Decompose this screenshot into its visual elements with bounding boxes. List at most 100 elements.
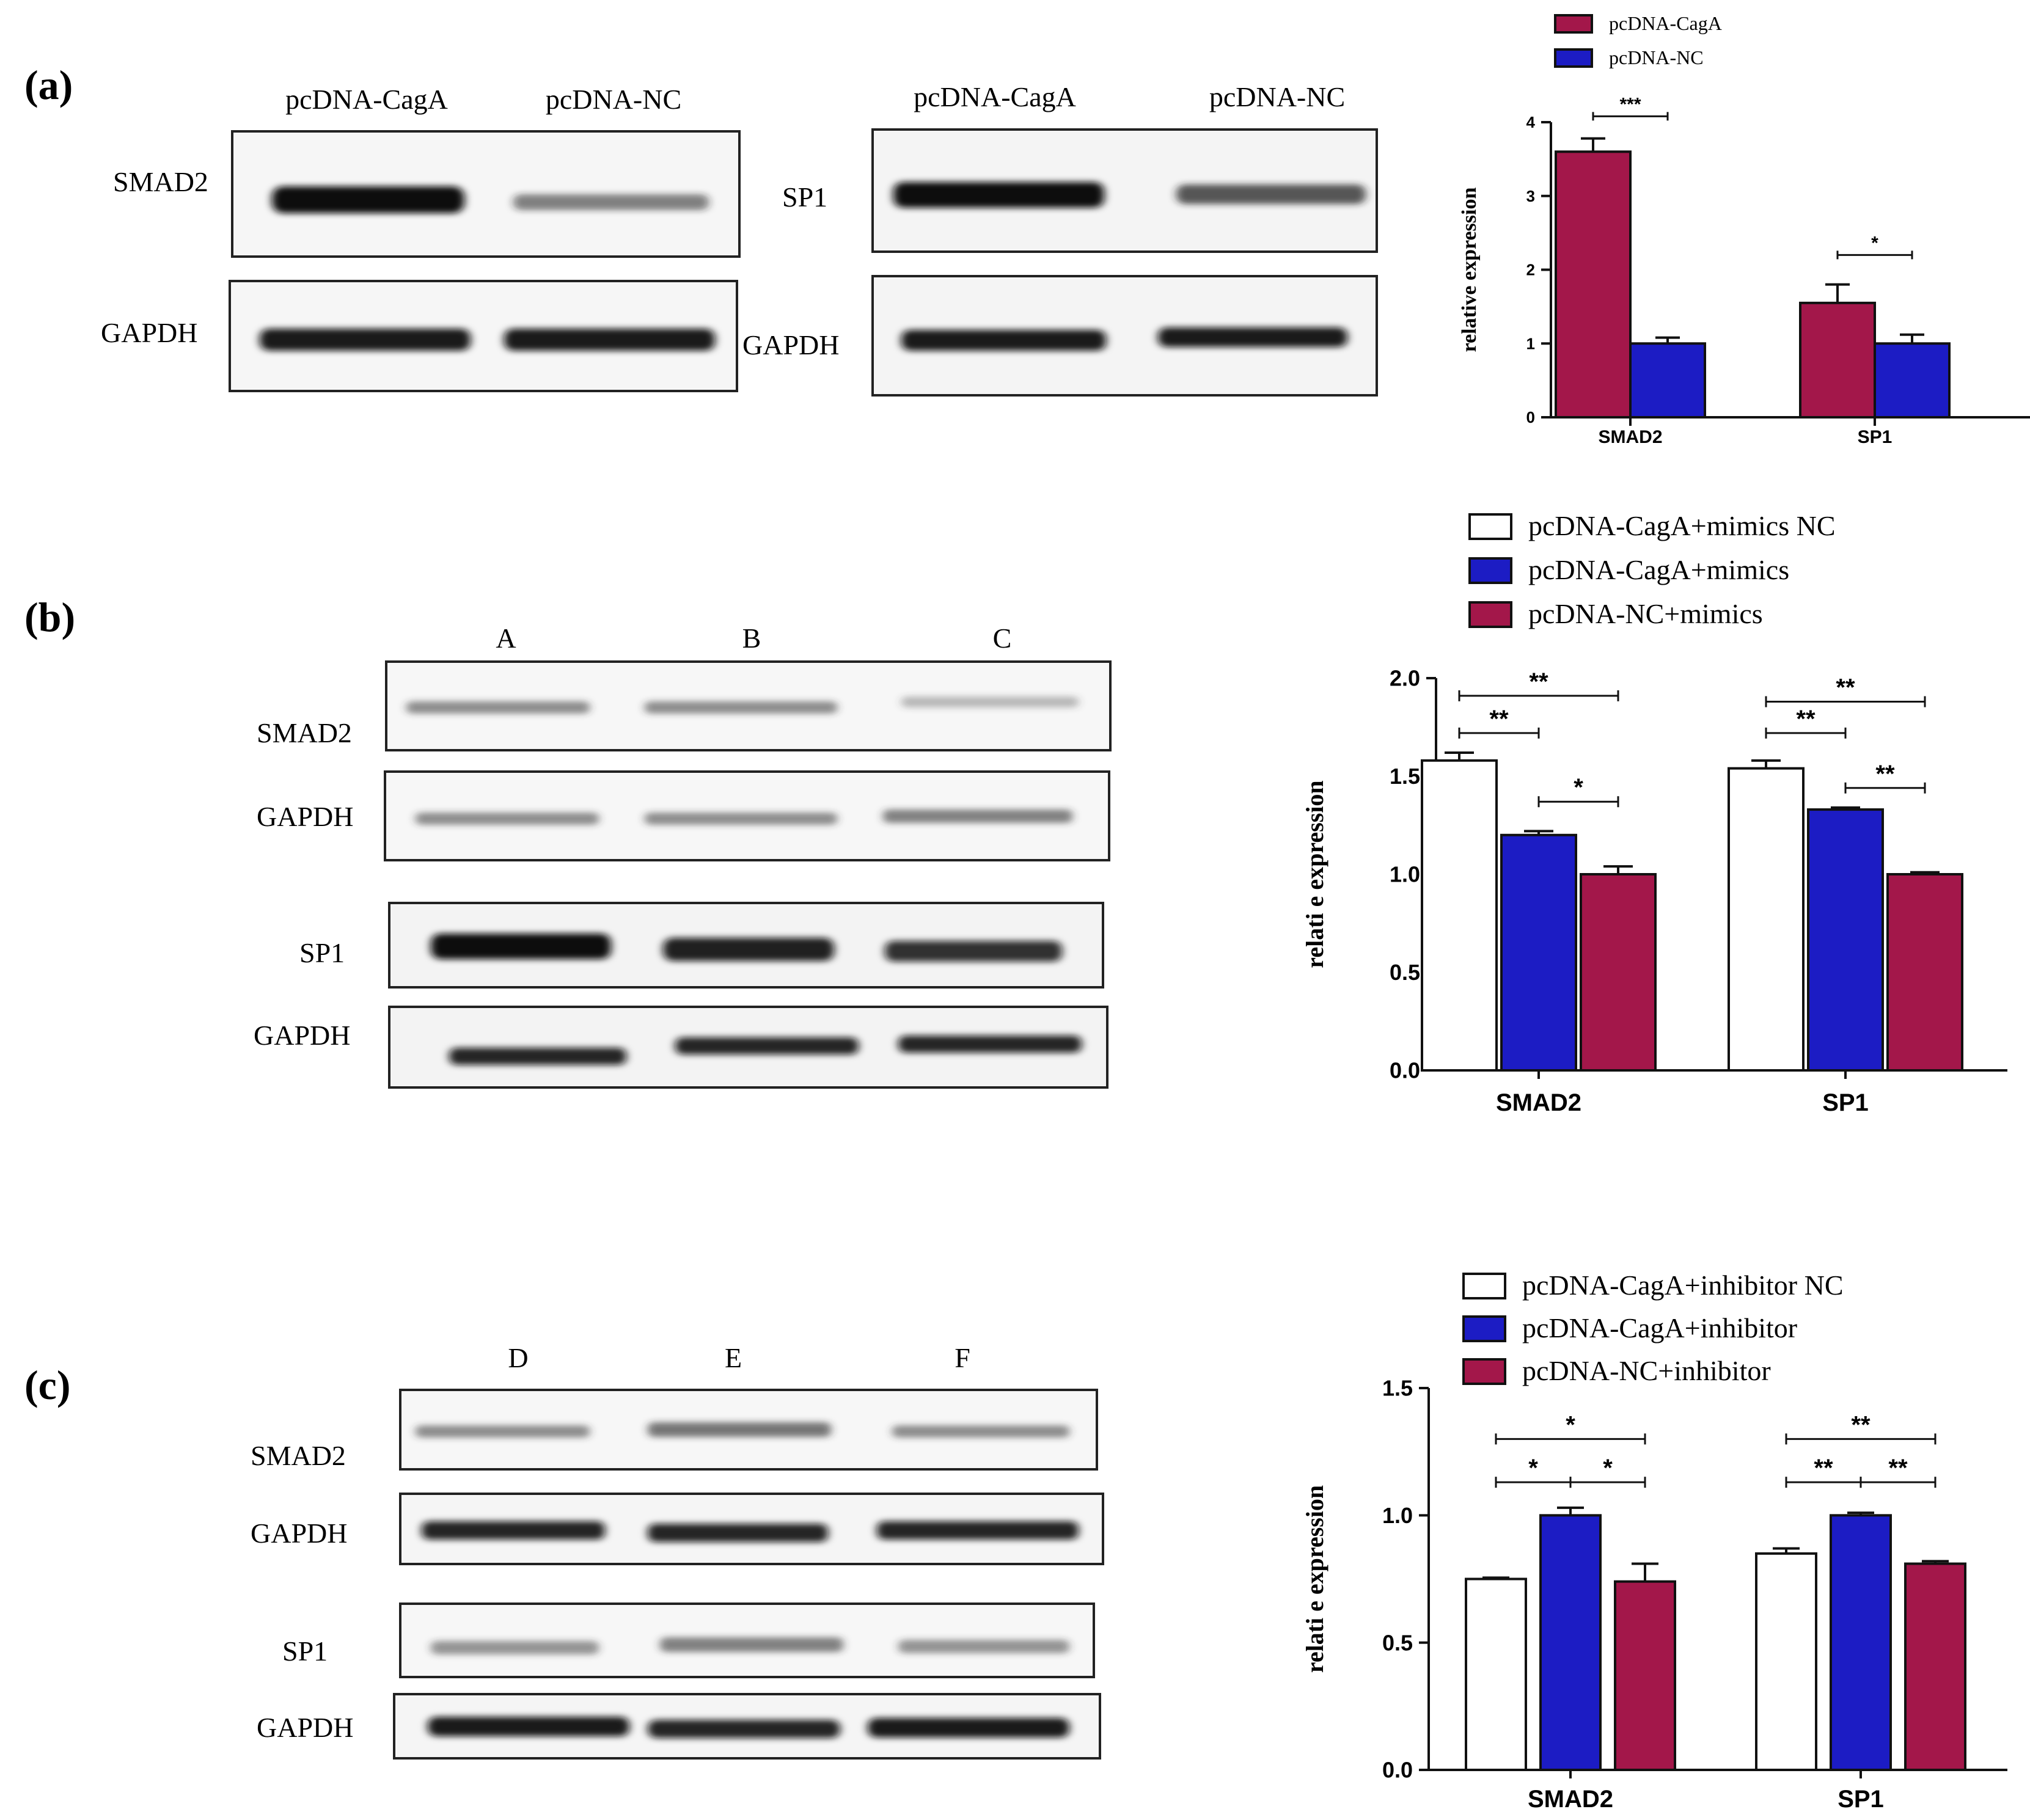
y-tick-label: 1.0 [1382,1503,1413,1528]
row-label: SP1 [282,1635,328,1667]
band-gapdh-lane2 [1158,327,1347,347]
lane-label: D [508,1342,528,1373]
bar-sp1-2 [1904,1562,1966,1771]
significance-label: * [1603,1455,1613,1482]
band-gapdh-lane1 [260,329,471,351]
y-tick-label: 0.0 [1390,1058,1420,1083]
band-gapdh-lane-c [898,1036,1082,1053]
blot-c: D E F SMAD2 GAPDH SP1 GAPDH [251,1342,1104,1760]
bar-sp1-1 [1874,342,1951,418]
significance-bracket: ** [1785,1411,1937,1445]
band-gapdh-lane-a [416,813,599,825]
legend: pcDNA-CagA+mimics NC pcDNA-CagA+mimics pcD… [1468,510,1836,629]
band-smad2-lane-f [892,1425,1069,1438]
legend-swatch [1462,1273,1506,1299]
row-label: GAPDH [254,1020,350,1051]
band-gapdh-lane-f [877,1521,1079,1540]
legend-swatch [1462,1358,1506,1385]
legend: pcDNA-CagA+inhibitor NC pcDNA-CagA+inhibi… [1462,1270,1844,1386]
x-tick-label: SMAD2 [1598,427,1662,447]
significance-bracket: *** [1592,94,1669,121]
significance-label: ** [1836,674,1855,701]
bar-smad2-0 [1465,1577,1527,1771]
band-sp1-lane-f [898,1640,1069,1653]
significance-bracket: ** [1860,1455,1937,1488]
legend-swatch [1462,1315,1506,1342]
band-gapdh-lane-b [675,1037,859,1054]
bar-sp1-1 [1830,1514,1892,1771]
bar-smad2-0 [1421,759,1498,1072]
band-sp1-lane2 [1176,185,1366,204]
y-tick-label: 1 [1526,334,1535,353]
bar-sp1-0 [1799,301,1876,418]
bar-sp1-0 [1728,767,1805,1072]
band-gapdh-lane-d [428,1717,629,1736]
bar-smad2-0 [1555,150,1632,419]
bar-smad2-1 [1539,1514,1602,1771]
lane-label: pcDNA-CagA [285,84,448,115]
band-gapdh-lane-c [883,809,1072,823]
band-gapdh-lane1 [901,330,1106,351]
y-tick-label: 0 [1526,408,1535,426]
blot-a-2: pcDNA-CagA pcDNA-NC SP1 GAPDH [742,81,1378,397]
band-gapdh-lane2 [504,329,715,351]
band-gapdh-lane-d [422,1521,605,1540]
significance-label: *** [1619,94,1641,114]
lane-label: B [742,623,761,654]
significance-bracket: ** [1458,668,1619,701]
row-label: SMAD2 [257,717,352,748]
x-tick-label: SP1 [1822,1089,1869,1116]
row-label: GAPDH [251,1518,347,1549]
legend-swatch [1468,513,1512,540]
band-sp1-lane-d [431,1641,599,1654]
blot-a-1: pcDNA-CagA pcDNA-NC SMAD2 GAPDH [101,84,741,392]
significance-label: * [1528,1455,1538,1482]
bar-smad2-2 [1614,1580,1676,1772]
significance-bracket: ** [1765,674,1926,707]
legend-label: pcDNA-CagA+inhibitor [1522,1312,1797,1343]
lane-label: pcDNA-CagA [914,81,1076,112]
significance-label: * [1574,774,1583,801]
y-axis-label: relati e expression [1301,1485,1328,1673]
y-tick-label: 0.5 [1382,1630,1413,1655]
significance-bracket: * [1836,233,1913,260]
band [416,1422,1079,1738]
y-tick-label: 3 [1526,187,1535,205]
y-tick-label: 2.0 [1390,666,1420,691]
band-smad2-lane1 [272,186,464,213]
legend-label: pcDNA-CagA+mimics NC [1528,510,1836,541]
band-smad2-lane2 [513,194,709,210]
band [260,186,715,351]
lane-label: C [993,623,1012,654]
significance-bracket: * [1537,774,1619,808]
y-tick-label: 1.5 [1390,764,1420,789]
legend-swatch [1468,557,1512,584]
row-label: SMAD2 [113,166,208,197]
significance-label: * [1566,1411,1575,1438]
legend-label: pcDNA-NC+mimics [1528,598,1763,629]
band-sp1-lane-a [431,934,611,959]
significance-label: * [1871,233,1878,253]
legend-label: pcDNA-CagA [1609,12,1722,34]
bar-smad2-1 [1629,342,1706,418]
row-label: SMAD2 [251,1440,346,1471]
significance-label: ** [1814,1455,1833,1482]
legend-label: pcDNA-NC+inhibitor [1522,1355,1771,1386]
significance-label: ** [1851,1411,1871,1438]
y-tick-label: 4 [1526,113,1536,131]
band-smad2-lane-d [416,1425,590,1438]
legend-swatch [1468,601,1512,628]
band-gapdh-lane-a [449,1048,626,1065]
lane-label: pcDNA-NC [1209,81,1345,112]
bar-smad2-2 [1580,873,1657,1072]
significance-bracket: ** [1458,706,1540,739]
band-gapdh-lane-e [648,1524,828,1542]
legend-swatch [1554,48,1593,68]
legend-label: pcDNA-CagA+inhibitor NC [1522,1270,1844,1301]
lane-label: F [955,1342,970,1373]
significance-bracket: * [1495,1411,1646,1445]
band-smad2-lane-b [645,701,837,714]
